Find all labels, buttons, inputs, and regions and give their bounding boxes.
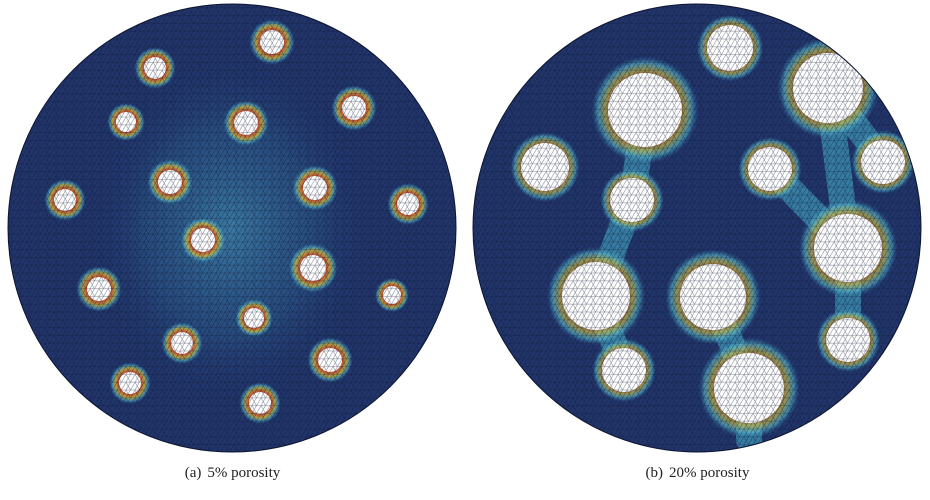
mesh-plot-b [472,3,922,453]
caption-tag: (b) [645,465,664,481]
caption-b: (b) 20% porosity [465,465,930,482]
caption-text: 20% porosity [669,465,750,481]
mesh-overlay [8,4,456,452]
mesh-overlay [473,4,921,452]
panel-b: (b) 20% porosity [465,0,930,500]
caption-tag: (a) [184,465,202,481]
mesh-plot-a [7,3,457,453]
caption-text: 5% porosity [207,465,281,481]
panel-a: (a) 5% porosity [0,3,465,482]
caption-a: (a) 5% porosity [0,465,465,482]
